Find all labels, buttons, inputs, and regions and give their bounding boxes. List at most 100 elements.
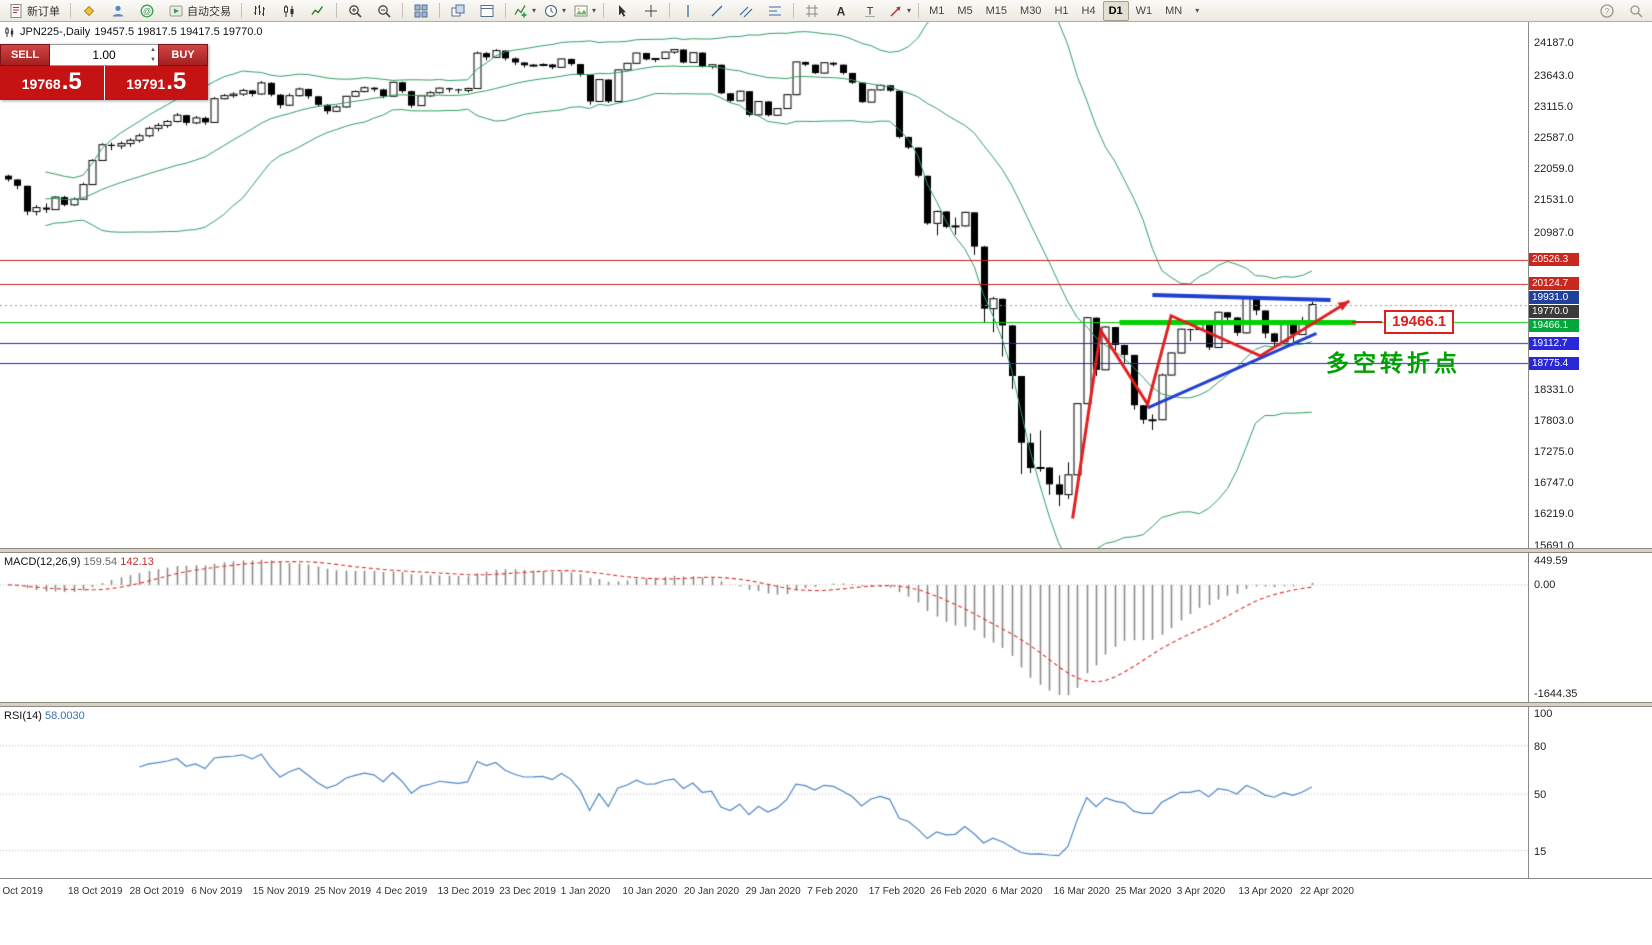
new-order-button[interactable]: 新订单 <box>2 0 66 22</box>
price-tag: 19931.0 <box>1529 291 1579 305</box>
buy-button[interactable]: BUY <box>158 44 208 66</box>
price-axis-label: 23643.0 <box>1534 69 1574 82</box>
label-tool-button[interactable]: T <box>856 0 884 22</box>
grid-tool-button[interactable] <box>798 0 826 22</box>
fibonacci-tool-button[interactable] <box>761 0 789 22</box>
timeframe-button-h4[interactable]: H4 <box>1081 4 1096 17</box>
price-axis[interactable]: 24187.0 23643.0 23115.0 22587.0 22059.0 21531… <box>1528 22 1652 552</box>
price-axis-label: 22059.0 <box>1534 163 1574 176</box>
timeframe-button-m15[interactable]: M15 <box>985 4 1008 17</box>
toolbar-separator <box>439 3 440 18</box>
fibonacci-icon <box>769 5 782 16</box>
timeframe-button-w1[interactable]: W1 <box>1135 4 1153 17</box>
cursor-button[interactable] <box>608 0 636 22</box>
macd-axis-label: 0.00 <box>1534 578 1556 591</box>
help-button[interactable]: ? <box>1593 0 1621 22</box>
timeframe-toolbar: M1 M5 M15 M30 H1 H4 D1 W1 MN <box>923 0 1188 21</box>
price-axis-label: 20987.0 <box>1534 226 1574 239</box>
time-axis-label: 25 Nov 2019 <box>314 886 372 897</box>
autotrading-button[interactable]: 自动交易 <box>162 0 237 22</box>
volume-down-button[interactable]: ▼ <box>150 57 156 63</box>
zoom-out-button[interactable] <box>370 0 398 22</box>
window-splitter[interactable] <box>0 702 1652 707</box>
toolbar: 新订单 @ 自动交易 <box>0 0 1652 22</box>
arrow-icon <box>890 6 901 17</box>
svg-text:@: @ <box>143 7 151 16</box>
channel-tool-button[interactable] <box>732 0 760 22</box>
chevron-down-icon: ▾ <box>592 6 597 15</box>
rsi-canvas[interactable] <box>0 707 1528 878</box>
macd-title: MACD(12,26,9) <box>4 556 81 568</box>
time-axis-label: 26 Feb 2020 <box>930 886 987 897</box>
toolbar-overflow-icon[interactable]: ▾ <box>1195 6 1200 15</box>
new-order-label: 新订单 <box>27 5 60 18</box>
indicators-button[interactable]: ▾ <box>510 0 539 22</box>
macd-axis[interactable]: 449.59 0.00 -1644.35 <box>1528 553 1652 702</box>
community-button[interactable]: @ <box>133 0 161 22</box>
zoom-in-button[interactable] <box>341 0 369 22</box>
ohlc-readout: 19457.5 19817.5 19417.5 19770.0 <box>94 26 263 38</box>
timeframe-button-h1[interactable]: H1 <box>1054 4 1069 17</box>
vertical-line-tool-button[interactable] <box>674 0 702 22</box>
grid-icon <box>806 4 819 17</box>
toolbar-separator <box>918 3 920 18</box>
callout-connector-line <box>1352 321 1382 323</box>
sell-button[interactable]: SELL <box>0 44 50 66</box>
line-chart-button[interactable] <box>304 0 332 22</box>
search-button[interactable] <box>1622 0 1650 22</box>
macd-canvas[interactable] <box>0 553 1528 702</box>
toolbar-separator <box>402 3 403 18</box>
turning-point-text[interactable]: 多空转折点 <box>1326 350 1461 376</box>
add-indicator-icon <box>514 4 527 17</box>
price-tag: 19112.7 <box>1529 336 1579 350</box>
bar-chart-button[interactable] <box>246 0 274 22</box>
macd-signal-value: 142.13 <box>120 556 154 568</box>
timeframe-button-m30[interactable]: M30 <box>1020 4 1042 17</box>
time-axis-label: 3 Apr 2020 <box>1176 886 1226 897</box>
navigator-button[interactable] <box>104 0 132 22</box>
time-axis-label: 6 Nov 2019 <box>191 886 243 897</box>
time-axis[interactable]: 1 Oct 2019 18 Oct 2019 28 Oct 2019 6 Nov 20… <box>0 878 1652 945</box>
volume-input[interactable]: 1.00 ▲ ▼ <box>50 44 158 66</box>
trendline-tool-button[interactable] <box>703 0 731 22</box>
volume-value: 1.00 <box>92 48 116 62</box>
community-icon: @ <box>140 4 154 17</box>
periods-button[interactable]: ▾ <box>540 0 569 22</box>
crosshair-button[interactable] <box>637 0 665 22</box>
price-chart-canvas[interactable] <box>0 22 1528 548</box>
price-callout-label[interactable]: 19466.1 <box>1384 310 1455 334</box>
window-splitter[interactable] <box>0 548 1652 553</box>
help-icon: ? <box>1600 3 1614 18</box>
time-axis-label: 7 Feb 2020 <box>807 886 858 897</box>
price-axis-label: 17275.0 <box>1534 445 1574 458</box>
time-axis-label: 28 Oct 2019 <box>129 886 185 897</box>
timeframe-button-m1[interactable]: M1 <box>929 4 945 17</box>
timeframe-button-mn[interactable]: MN <box>1165 4 1183 17</box>
buy-price-display[interactable]: 19791 .5 <box>104 66 208 100</box>
metaeditor-button[interactable] <box>75 0 103 22</box>
time-axis-label: 1 Jan 2020 <box>560 886 611 897</box>
tile-windows-icon <box>414 4 428 17</box>
sell-price-frac: .5 <box>61 68 82 95</box>
arrows-tool-button[interactable]: ▾ <box>885 0 914 22</box>
timeframe-button-d1[interactable]: D1 <box>1102 0 1129 21</box>
cascade-windows-button[interactable] <box>444 0 472 22</box>
volume-up-button[interactable]: ▲ <box>150 47 156 53</box>
rsi-axis[interactable]: 100 80 50 15 <box>1528 707 1652 878</box>
text-tool-button[interactable]: A <box>827 0 855 22</box>
svg-text:T: T <box>867 5 874 17</box>
templates-button[interactable]: ▾ <box>570 0 599 22</box>
svg-text:A: A <box>837 4 846 18</box>
vertical-line-icon <box>687 4 689 17</box>
candlestick-chart-button[interactable] <box>275 0 303 22</box>
arrange-windows-button[interactable] <box>473 0 501 22</box>
tile-windows-button[interactable] <box>407 0 435 22</box>
time-axis-label: 15 Nov 2019 <box>252 886 310 897</box>
rsi-value: 58.0030 <box>44 710 85 722</box>
timeframe-button-m5[interactable]: M5 <box>957 4 973 17</box>
one-click-trading-panel: SELL 1.00 ▲ ▼ BUY 19768 .5 19791 .5 <box>0 44 208 100</box>
time-axis-label: 10 Jan 2020 <box>622 886 678 897</box>
sell-price-display[interactable]: 19768 .5 <box>0 66 104 100</box>
sell-price-main: 19768 <box>21 76 61 92</box>
